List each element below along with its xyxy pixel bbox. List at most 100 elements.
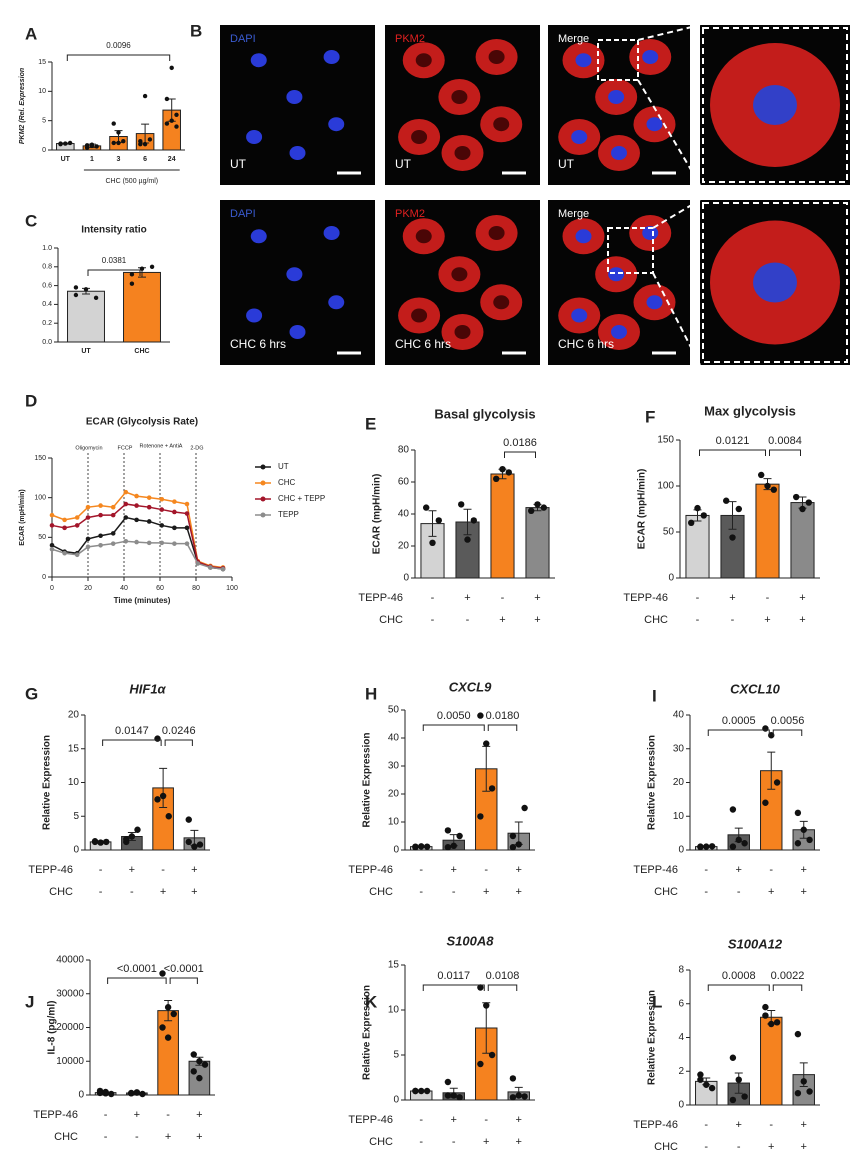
row-label: CHC <box>369 1136 393 1148</box>
data-point <box>444 1092 452 1099</box>
chart-title: HIF1α <box>129 681 166 696</box>
series-point <box>110 512 116 518</box>
data-point <box>129 272 135 277</box>
bar <box>157 1010 179 1096</box>
row-label: TEPP-46 <box>358 592 403 604</box>
data-point <box>418 1087 425 1095</box>
row-sign: - <box>104 1109 108 1121</box>
bar <box>490 473 515 579</box>
y-tick-label: 40 <box>388 733 400 744</box>
row-sign: - <box>501 592 505 604</box>
x-axis-label: Time (minutes) <box>114 596 171 605</box>
row-sign: - <box>419 1114 423 1126</box>
data-point <box>169 65 174 71</box>
condition-label: CHC 6 hrs <box>558 337 614 351</box>
legend-label: UT <box>278 462 289 471</box>
channel-label: PKM2 <box>395 33 425 45</box>
data-point <box>139 266 145 271</box>
row-label: TEPP-46 <box>633 1119 678 1131</box>
y-tick-label: 50 <box>38 534 46 541</box>
data-point <box>94 144 99 149</box>
data-point <box>741 840 748 847</box>
data-point <box>488 785 496 792</box>
data-point <box>412 843 419 850</box>
data-point <box>729 1096 737 1104</box>
chart-title: Intensity ratio <box>81 225 147 236</box>
series-point <box>110 531 116 536</box>
p-value: 0.0022 <box>771 970 805 982</box>
bar <box>123 271 161 343</box>
row-sign: - <box>431 614 435 626</box>
y-tick-label: 0 <box>42 147 46 154</box>
row-sign: + <box>799 592 805 604</box>
data-point <box>73 285 79 290</box>
y-tick-label: 10 <box>38 88 46 95</box>
y-axis-label: IL-8 (pg/ml) <box>47 1001 58 1055</box>
chart-title: Basal glycolysis <box>434 406 535 421</box>
nucleus <box>415 53 432 68</box>
p-value: 0.0096 <box>106 41 131 50</box>
row-sign: + <box>736 1119 742 1131</box>
chart-title: CXCL9 <box>449 679 492 694</box>
nucleus <box>611 325 627 339</box>
row-sign: - <box>704 886 708 898</box>
zoom-box <box>607 227 654 274</box>
row-label: TEPP-46 <box>348 864 393 876</box>
bar <box>790 502 815 579</box>
data-point <box>159 970 166 977</box>
data-point <box>464 536 471 543</box>
row-sign: - <box>704 1141 708 1153</box>
data-point <box>509 1094 517 1101</box>
series-point <box>62 525 67 531</box>
data-point <box>483 1002 490 1009</box>
p-value: <0.0001 <box>117 963 157 975</box>
significance-bracket <box>707 729 770 736</box>
legend-label: CHC <box>278 478 296 487</box>
data-point <box>97 839 104 846</box>
row-label: CHC <box>654 886 678 898</box>
row-sign: + <box>801 864 807 876</box>
series-point <box>134 517 139 523</box>
x-tick-label: CHC <box>134 348 149 355</box>
data-point <box>697 1076 704 1083</box>
data-point <box>169 118 174 123</box>
y-tick-label: 0.8 <box>42 264 52 271</box>
p-value: 0.0084 <box>768 435 802 447</box>
nucleus <box>289 325 306 339</box>
nucleus <box>323 226 340 240</box>
nucleus <box>608 90 625 104</box>
series-point <box>134 493 139 499</box>
row-label: CHC <box>49 886 73 898</box>
data-point <box>729 1054 737 1061</box>
channel-label: Merge <box>558 33 589 45</box>
series-point <box>98 512 103 518</box>
row-sign: + <box>134 1109 140 1121</box>
row-sign: - <box>431 592 435 604</box>
series-point <box>49 512 55 518</box>
data-point <box>111 140 116 146</box>
series-point <box>85 504 91 510</box>
y-tick-label: 20 <box>398 541 410 552</box>
data-point <box>128 1089 135 1097</box>
y-tick-label: 50 <box>663 527 675 538</box>
nucleus <box>753 85 797 125</box>
data-point <box>191 843 198 850</box>
data-point <box>164 1004 172 1011</box>
condition-label: CHC 6 hrs <box>230 337 286 351</box>
nucleus <box>608 267 625 282</box>
y-tick-label: 0 <box>42 574 46 581</box>
injection-label: Rotenone + AntiA <box>140 443 183 449</box>
row-label: CHC <box>644 614 668 626</box>
panel-letter: H <box>365 684 377 703</box>
data-point <box>534 501 541 508</box>
data-point <box>154 735 161 742</box>
data-point <box>477 813 484 820</box>
data-point <box>165 813 172 820</box>
condition-label: UT <box>230 157 247 171</box>
data-point <box>483 740 490 747</box>
series-point <box>123 515 129 520</box>
series-point <box>98 503 103 508</box>
nucleus <box>571 308 588 323</box>
error-bar <box>734 1072 743 1094</box>
data-point <box>741 1093 748 1100</box>
